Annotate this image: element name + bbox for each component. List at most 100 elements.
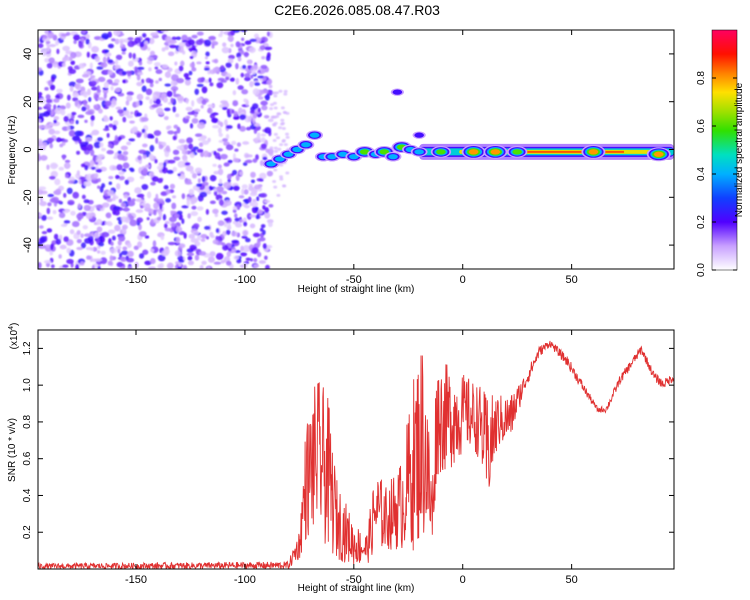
spectral-blob (327, 154, 337, 160)
noise-speckle (129, 219, 138, 227)
noise-speckle (77, 114, 85, 119)
noise-speckle (44, 103, 52, 109)
noise-speckle (101, 32, 109, 40)
noise-speckle (101, 183, 106, 189)
noise-speckle (49, 250, 54, 256)
noise-speckle (256, 177, 263, 182)
colorbar-tick-label: 0.0 (696, 263, 707, 277)
noise-speckle (275, 136, 280, 140)
noise-speckle (41, 214, 47, 221)
noise-speckle (246, 59, 253, 65)
noise-speckle (273, 168, 278, 172)
noise-speckle (45, 40, 51, 45)
noise-speckle (264, 46, 273, 51)
noise-speckle (259, 227, 264, 232)
noise-speckle (272, 180, 277, 184)
noise-speckle (74, 83, 80, 89)
noise-speckle (172, 149, 180, 155)
noise-speckle (267, 118, 274, 123)
noise-speckle (222, 138, 228, 142)
noise-speckle (63, 192, 67, 198)
noise-speckle (219, 121, 224, 128)
noise-speckle (144, 260, 152, 266)
noise-speckle (84, 137, 93, 142)
noise-speckle (92, 246, 98, 252)
noise-speckle (81, 146, 88, 151)
noise-speckle (119, 252, 123, 258)
noise-speckle (191, 100, 195, 107)
noise-speckle (118, 198, 123, 204)
noise-speckle (114, 209, 120, 216)
noise-speckle (269, 149, 274, 153)
noise-speckle (150, 218, 155, 225)
snr-y-ticks: 0.2 0.4 0.6 0.8 1.0 1.2 (22, 341, 674, 539)
noise-speckle (221, 242, 226, 247)
y-tick-label: 0.6 (22, 451, 33, 465)
noise-speckle (176, 95, 184, 101)
noise-speckle (169, 39, 177, 44)
y-tick-label: 1.0 (22, 378, 33, 392)
x-tick-label: -150 (125, 574, 147, 586)
spectral-blob (338, 151, 348, 157)
snr-multiplier: (x104) (8, 323, 20, 350)
noise-speckle (204, 39, 212, 47)
noise-speckle (153, 202, 159, 210)
noise-speckle (115, 106, 122, 110)
noise-speckle (127, 213, 132, 218)
noise-speckle (283, 89, 288, 93)
noise-speckle (127, 266, 133, 269)
noise-speckle (136, 209, 141, 213)
noise-speckle (260, 67, 266, 74)
noise-speckle (80, 242, 87, 249)
noise-speckle (259, 159, 264, 167)
noise-speckle (238, 195, 245, 199)
spectrogram-x-label: Height of straight line (km) (298, 284, 415, 295)
noise-speckle (250, 74, 254, 79)
noise-speckle (96, 185, 101, 189)
noise-speckle (262, 76, 267, 82)
noise-speckle (114, 134, 119, 142)
noise-speckle (246, 212, 252, 220)
noise-speckle (167, 241, 176, 246)
noise-speckle (269, 146, 274, 150)
noise-speckle (245, 154, 253, 158)
noise-speckle (45, 98, 53, 104)
noise-speckle (185, 76, 191, 81)
noise-speckle (50, 110, 54, 116)
noise-speckle (104, 221, 109, 225)
noise-speckle (62, 62, 66, 68)
noise-speckle (175, 113, 180, 118)
noise-speckle (251, 188, 258, 195)
noise-speckle (201, 86, 208, 94)
noise-speckle (252, 111, 258, 119)
noise-speckle (244, 204, 250, 209)
noise-speckle (187, 213, 191, 219)
noise-speckle (239, 125, 246, 132)
noise-speckle (117, 153, 125, 161)
noise-speckle (275, 114, 280, 118)
noise-speckle (76, 230, 81, 235)
noise-speckle (242, 230, 248, 236)
noise-speckle (208, 77, 212, 83)
noise-speckle (220, 153, 228, 160)
noise-speckle (40, 48, 48, 54)
noise-speckle (217, 168, 224, 176)
noise-speckle (209, 231, 214, 238)
noise-speckle (181, 205, 189, 209)
noise-speckle (136, 66, 145, 70)
noise-speckle (225, 229, 231, 235)
noise-speckle (273, 185, 278, 189)
noise-speckle (113, 156, 118, 160)
noise-speckle (282, 184, 287, 188)
spectral-blob (468, 149, 479, 155)
noise-speckle (214, 152, 221, 160)
noise-speckle (106, 198, 113, 203)
noise-speckle (135, 100, 140, 108)
noise-speckle (150, 32, 159, 37)
noise-speckle (258, 260, 267, 264)
noise-speckle (154, 159, 158, 164)
noise-speckle (154, 66, 159, 70)
noise-speckle (226, 260, 232, 266)
noise-speckle (278, 89, 283, 93)
noise-speckle (237, 56, 242, 62)
